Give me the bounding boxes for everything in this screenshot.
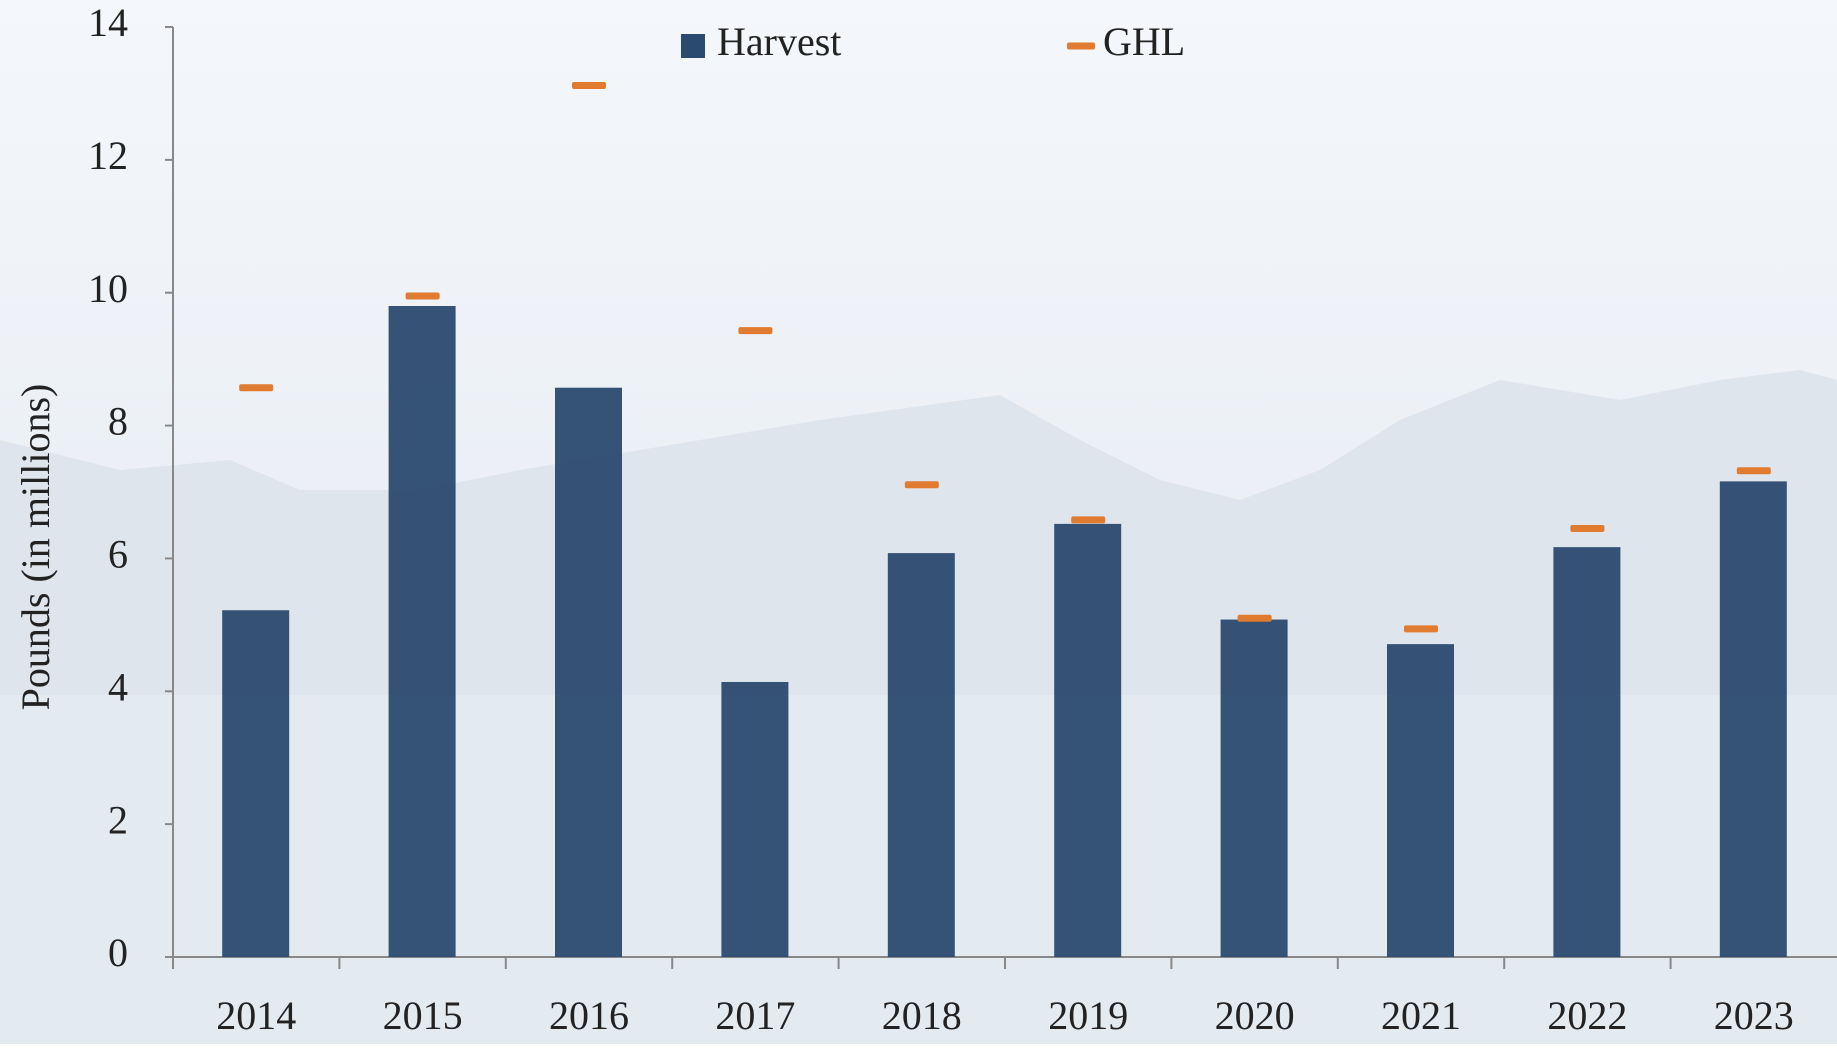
legend-label: GHL: [1103, 19, 1185, 64]
bar: [887, 553, 955, 957]
bar: [555, 387, 622, 957]
x-tick-label: 2017: [715, 993, 795, 1038]
y-tick-label: 8: [108, 399, 128, 444]
bar: [1553, 547, 1621, 957]
x-tick-label: 2016: [549, 993, 629, 1038]
ghl-marker: [904, 481, 939, 489]
bar: [721, 681, 789, 957]
y-tick-label: 10: [88, 266, 128, 311]
y-tick-label: 14: [88, 0, 128, 45]
y-tick-label: 2: [108, 797, 128, 842]
bar: [1220, 619, 1288, 957]
bar: [388, 306, 456, 957]
ghl-marker: [239, 384, 274, 392]
x-tick-label: 2018: [882, 993, 962, 1038]
ghl-marker: [1404, 625, 1438, 633]
x-tick-label: 2020: [1215, 993, 1295, 1038]
y-tick-label: 4: [108, 664, 128, 709]
x-tick-label: 2021: [1381, 993, 1461, 1038]
y-axis-title: Pounds (in millions): [13, 384, 58, 711]
y-tick-label: 12: [88, 133, 128, 178]
legend-marker: [1067, 42, 1095, 50]
x-tick-label: 2015: [383, 993, 463, 1038]
mountains: [0, 370, 1837, 700]
x-tick-label: 2019: [1048, 993, 1128, 1038]
bar: [1387, 644, 1454, 957]
legend-label: Harvest: [717, 19, 841, 64]
ghl-marker: [1071, 516, 1106, 524]
x-tick-label: 2022: [1547, 993, 1627, 1038]
x-tick-label: 2014: [216, 993, 296, 1038]
ghl-marker: [1237, 614, 1272, 622]
bar: [1719, 481, 1787, 957]
ghl-marker: [572, 81, 606, 89]
ghl-marker: [738, 327, 773, 335]
ghl-marker: [1570, 525, 1605, 533]
bar: [1054, 523, 1122, 957]
y-tick-label: 0: [108, 930, 128, 975]
legend-marker: [681, 34, 705, 58]
bar: [222, 610, 290, 957]
x-tick-label: 2023: [1714, 993, 1794, 1038]
y-tick-label: 6: [108, 532, 128, 577]
ghl-marker: [405, 292, 440, 300]
ghl-marker: [1736, 467, 1771, 475]
